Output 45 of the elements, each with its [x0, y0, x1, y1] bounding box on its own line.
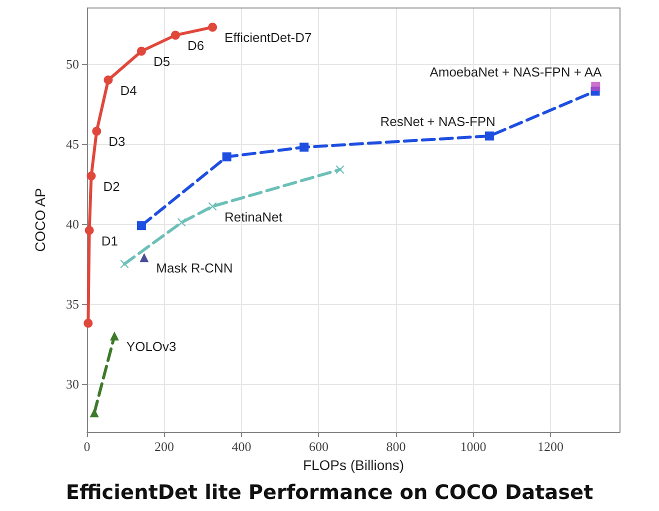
annotation: D6	[187, 38, 204, 54]
annotation: YOLOv3	[126, 339, 176, 354]
point	[484, 132, 494, 140]
text: EfficientDet lite Performance on COCO Dataset	[66, 480, 594, 504]
x-tick-label: 800	[386, 439, 406, 454]
point	[208, 22, 218, 32]
annotation: AmoebaNet + NAS-FPN + AA	[430, 64, 602, 80]
annotation: D5	[153, 54, 170, 70]
annotation: D1	[101, 233, 118, 248]
x-tick-label: 0	[84, 439, 90, 454]
y-tick-label: 30	[66, 376, 79, 392]
point	[140, 253, 149, 262]
annotation: D2	[103, 179, 120, 194]
point	[136, 46, 146, 56]
annotation: D3	[108, 134, 126, 150]
point	[136, 221, 146, 230]
y-tick-label: 50	[66, 56, 79, 72]
point	[336, 166, 344, 174]
point	[104, 76, 113, 84]
point	[170, 30, 180, 40]
x-tick-label: 1200	[537, 439, 564, 454]
y-axis-title: COCO AP	[32, 188, 48, 252]
y-tick-label: 45	[66, 136, 79, 152]
y-tick-label: 40	[66, 216, 79, 232]
point	[208, 202, 217, 210]
point	[300, 142, 309, 152]
annotation: EfficientDet-D7	[224, 30, 312, 46]
y-tick-label: 35	[66, 296, 79, 312]
point	[84, 226, 94, 235]
x-tick-label: 200	[154, 439, 174, 454]
point	[92, 126, 102, 136]
x-axis-title: FLOPs (Billions)	[302, 457, 404, 473]
x-tick-label: 1000	[460, 439, 486, 454]
annotation: RetinaNet	[224, 209, 283, 224]
point	[178, 218, 186, 226]
point	[222, 152, 232, 162]
point	[86, 172, 96, 180]
annotation: ResNet + NAS-FPN	[380, 114, 496, 129]
point	[591, 82, 600, 91]
point	[84, 318, 93, 328]
x-tick-label: 400	[232, 439, 252, 454]
annotation: D4	[120, 83, 137, 98]
point	[120, 260, 128, 268]
x-tick-label: 600	[308, 439, 328, 454]
annotation: Mask R-CNN	[156, 260, 233, 276]
